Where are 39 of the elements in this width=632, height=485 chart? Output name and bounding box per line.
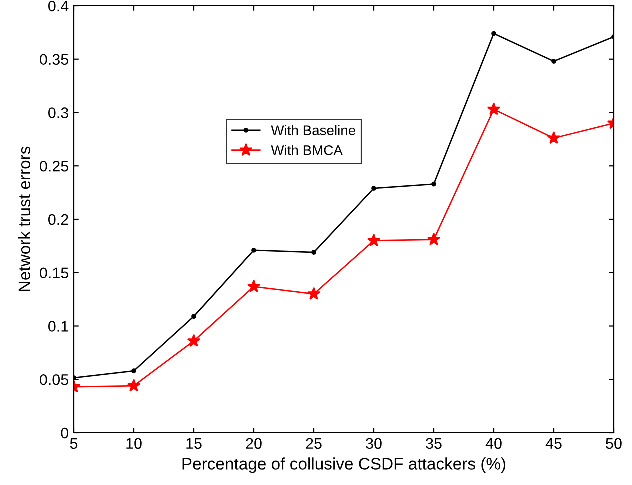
legend-label: With Baseline [271, 125, 356, 136]
y-tick-label: 0.05 [40, 374, 68, 386]
x-tick-label: 40 [486, 438, 502, 450]
point [547, 131, 561, 144]
point [192, 314, 196, 320]
y-axis-title: Network trust errors [18, 146, 31, 292]
x-tick-label: 5 [70, 438, 78, 450]
y-tick-label: 0.3 [48, 108, 68, 118]
x-tick-label: 20 [246, 438, 262, 450]
x-tick-label: 30 [366, 438, 382, 450]
point [372, 186, 376, 191]
x-tick-label: 35 [426, 438, 442, 450]
y-tick-label: 0.4 [48, 0, 69, 12]
y-tick-label: 0.35 [40, 54, 68, 66]
point [252, 248, 256, 253]
x-tick-label: 50 [606, 438, 622, 450]
point [187, 334, 201, 347]
point [367, 234, 381, 247]
point [427, 232, 441, 246]
x-tick-label: 10 [126, 438, 142, 450]
point [127, 379, 141, 392]
point [312, 250, 316, 256]
point [307, 287, 321, 300]
point [552, 59, 556, 64]
point [492, 31, 496, 36]
y-tick-label: 0.2 [48, 214, 68, 226]
point [487, 102, 501, 116]
x-tick-label: 45 [546, 438, 562, 450]
x-tick-label: 25 [306, 438, 322, 450]
point [432, 182, 436, 187]
point [247, 280, 261, 293]
x-axis-title: Percentage of collusive CSDF attackers (%) [182, 458, 506, 474]
x-tick-label: 15 [186, 438, 202, 450]
y-tick-label: 0.15 [40, 268, 68, 279]
y-tick-label: 0.1 [48, 321, 68, 332]
y-tick-label: 0 [61, 428, 69, 439]
point [132, 368, 136, 374]
y-tick-label: 0.25 [40, 160, 68, 172]
legend-label: With BMCA [271, 145, 343, 156]
